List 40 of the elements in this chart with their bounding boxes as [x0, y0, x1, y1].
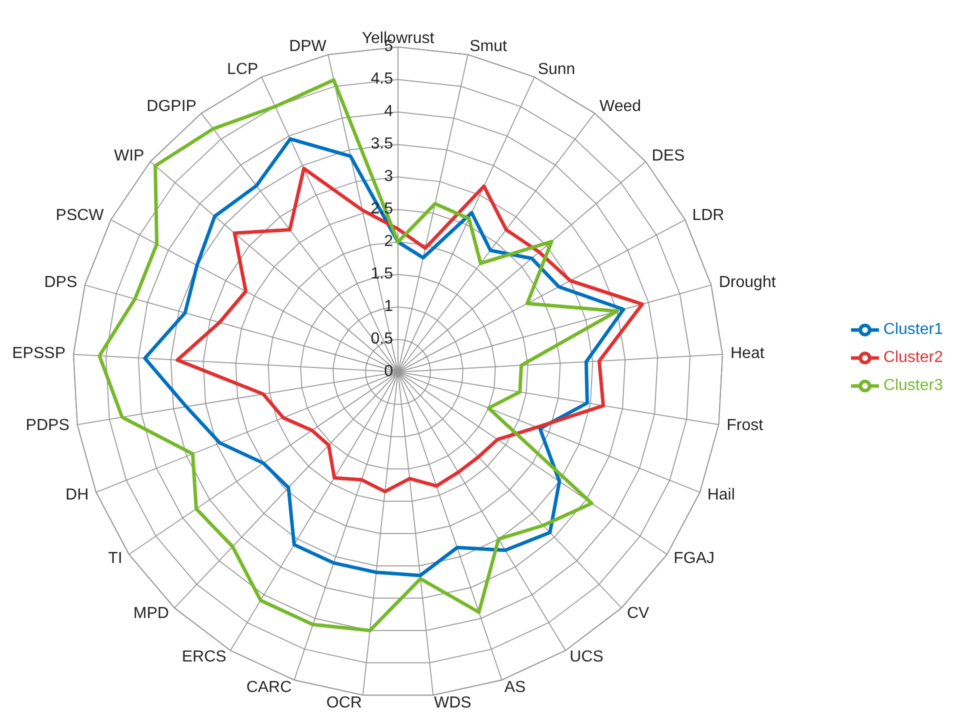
spoke-label: Frost — [726, 417, 764, 434]
y-tick-label: 0 — [384, 363, 394, 380]
spoke-label: DPW — [289, 38, 328, 56]
spoke-label: PDPS — [26, 417, 70, 434]
y-tick-label: 1.5 — [370, 266, 394, 283]
spoke-label: Drought — [718, 274, 776, 292]
spoke-label: DES — [652, 148, 685, 165]
spoke-label: Sunn — [538, 60, 576, 78]
spoke-label: MPD — [133, 604, 169, 622]
y-tick-label: 4.5 — [370, 70, 394, 88]
spoke-label: Heat — [730, 345, 765, 362]
spoke-label: UCS — [570, 648, 604, 666]
spoke-label: Smut — [470, 38, 508, 56]
spoke-label: Weed — [600, 98, 642, 116]
y-tick-label: 2 — [384, 233, 394, 250]
legend-label: Cluster2 — [883, 349, 943, 366]
spoke-label: CV — [627, 604, 650, 622]
spoke-label: WDS — [434, 694, 472, 712]
y-tick-label: 1 — [384, 298, 394, 316]
spoke-label: DH — [66, 486, 89, 504]
spoke-label: AS — [504, 678, 526, 696]
spoke-label: PSCW — [56, 207, 105, 224]
spoke-label: CARC — [246, 678, 292, 696]
legend-label: Cluster1 — [883, 321, 943, 338]
spoke-label: DPS — [44, 274, 78, 292]
spoke-label: FGAJ — [674, 550, 715, 568]
spoke-label: LDR — [692, 207, 724, 224]
legend-label: Cluster3 — [883, 377, 943, 394]
spoke-label: WIP — [114, 148, 144, 165]
spoke-label: OCR — [326, 694, 362, 712]
y-tick-label: 4 — [384, 103, 394, 120]
y-tick-label: 3.5 — [370, 136, 394, 153]
spoke-label: ERCS — [182, 648, 226, 666]
y-tick-label: 0.5 — [370, 330, 394, 348]
spoke-label: DGPIP — [146, 98, 196, 116]
spoke-label: TI — [108, 550, 122, 568]
spoke-label: EPSSP — [12, 345, 66, 362]
spoke-label: Hail — [707, 486, 735, 504]
spoke-label: LCP — [227, 60, 258, 78]
y-tick-label: 3 — [384, 168, 394, 186]
